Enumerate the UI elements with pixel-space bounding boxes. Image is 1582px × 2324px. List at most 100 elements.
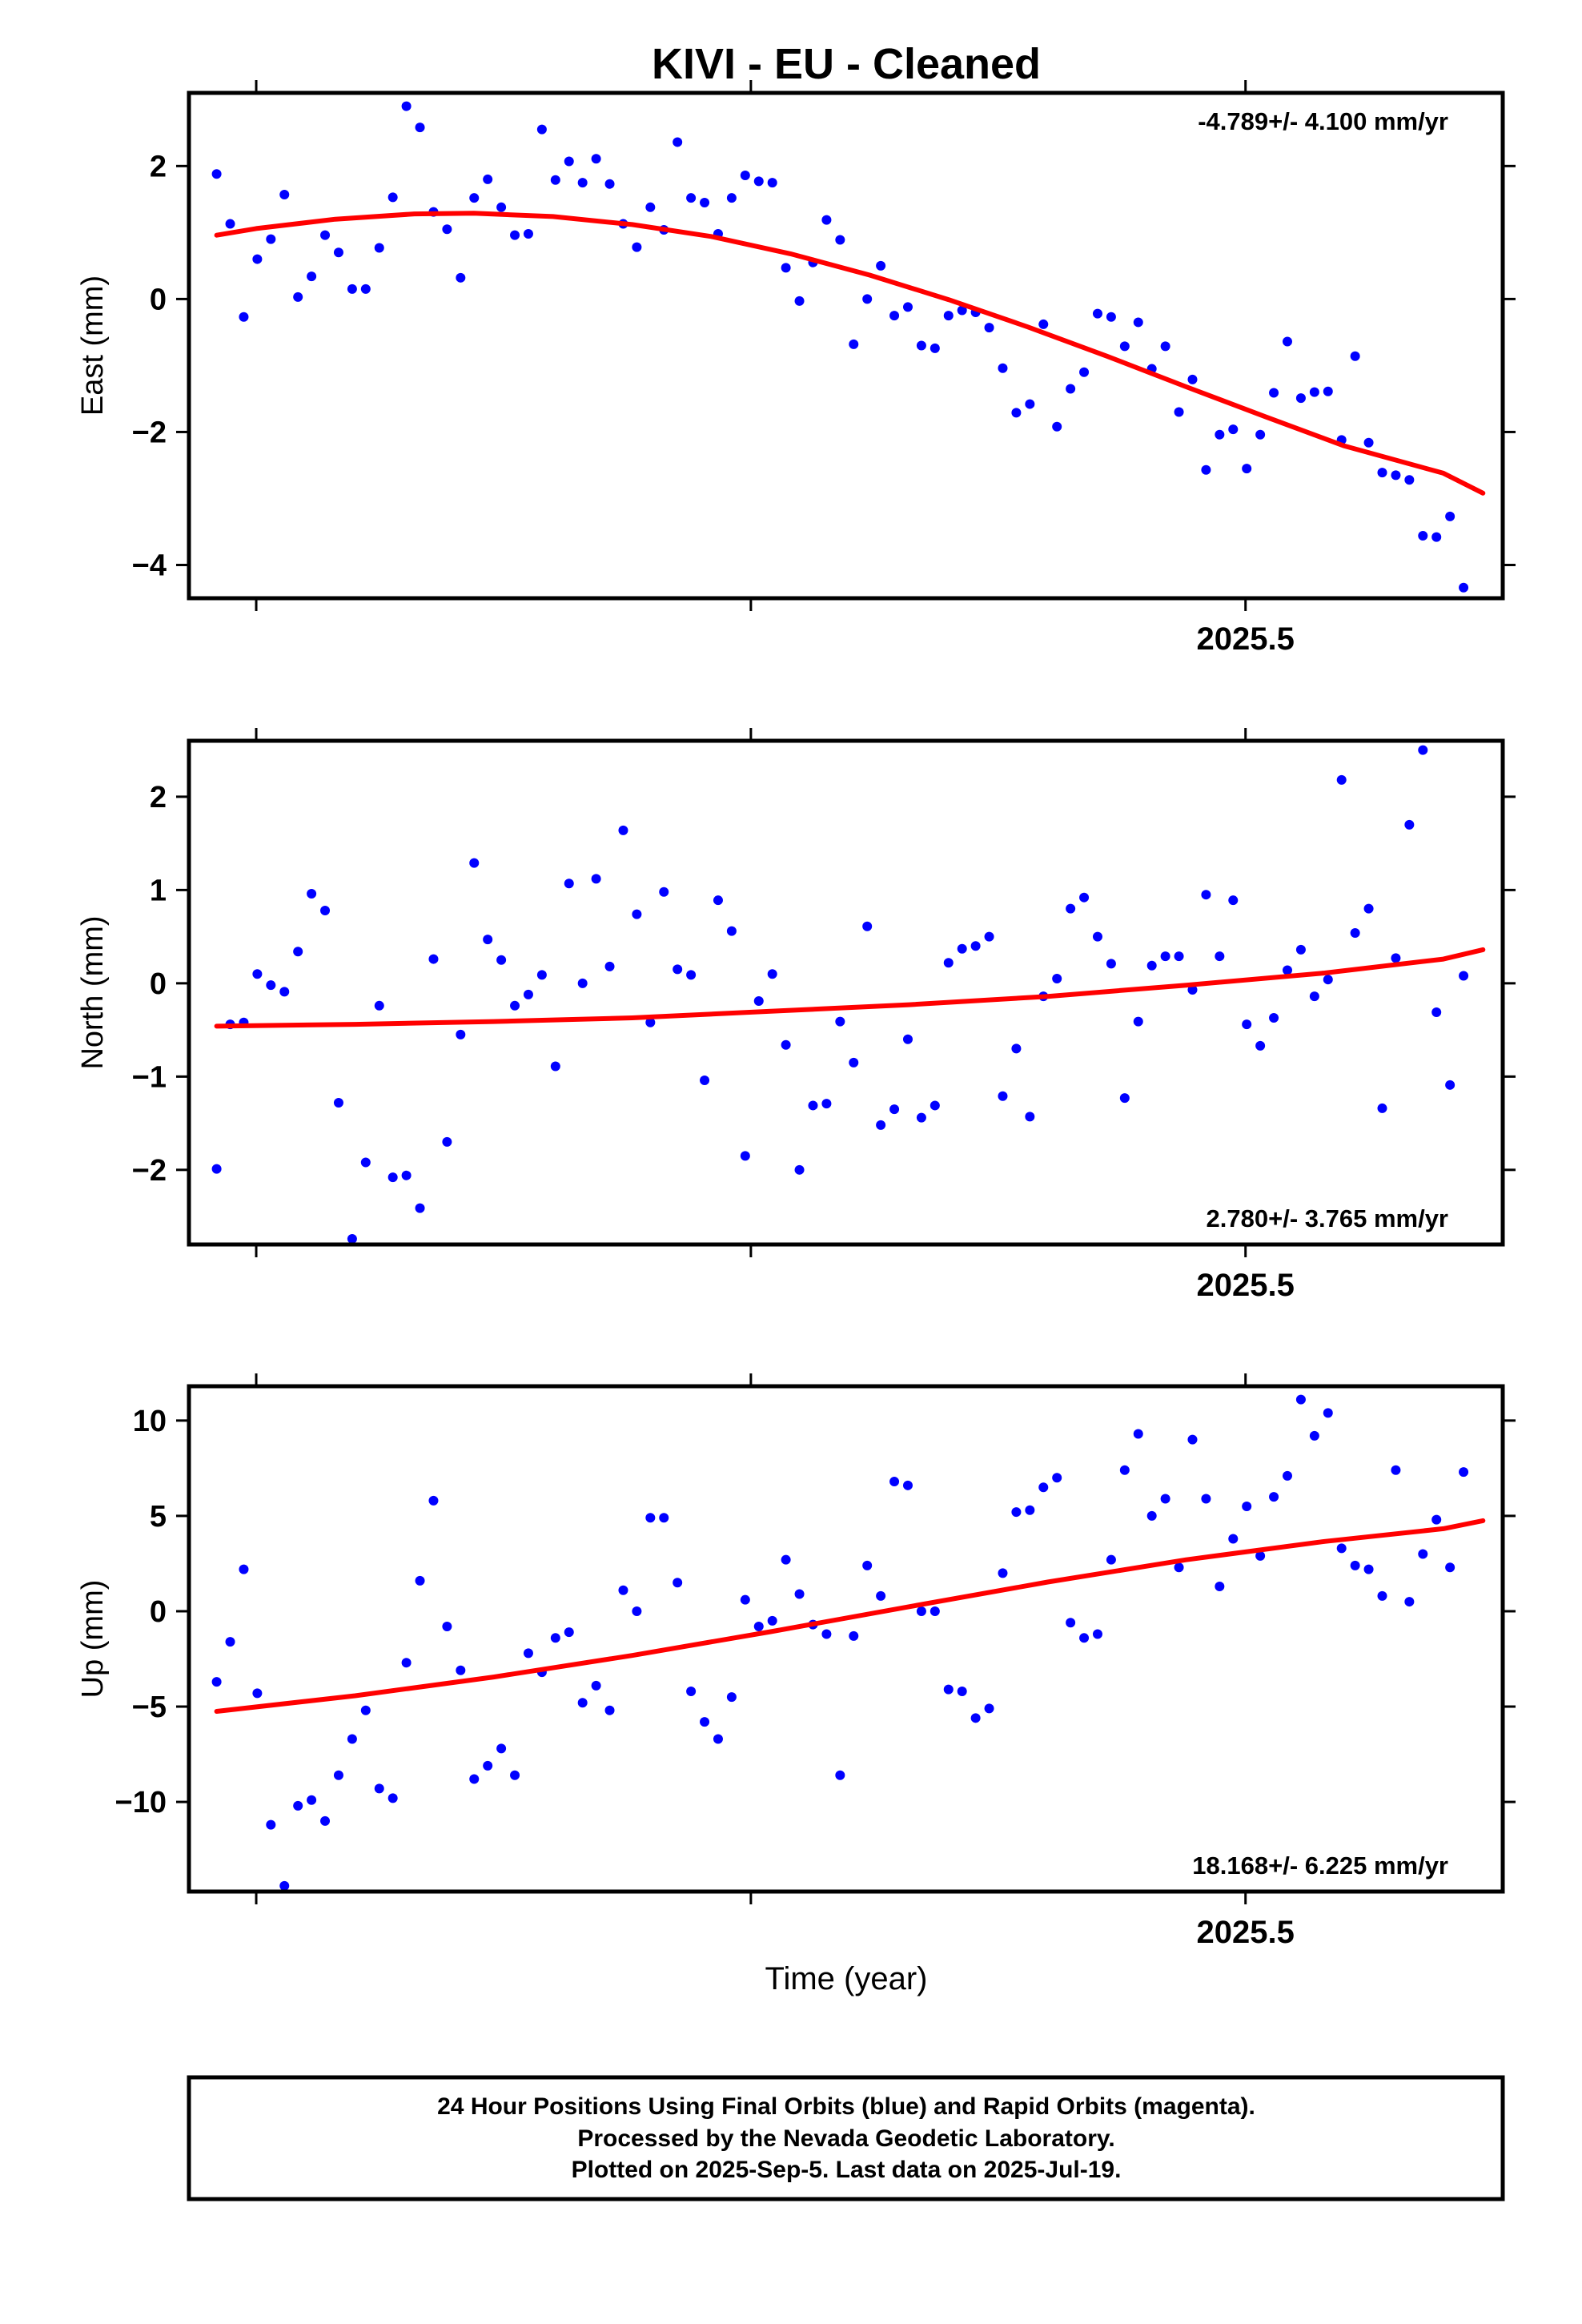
north-data-point — [347, 1234, 357, 1244]
up-data-point — [1350, 1560, 1360, 1570]
north-data-point — [1079, 892, 1090, 903]
up-plot-frame — [187, 1384, 1505, 1894]
east-data-point — [347, 283, 357, 294]
up-data-point — [862, 1560, 873, 1570]
east-data-point — [1242, 464, 1252, 474]
up-data-point — [889, 1477, 900, 1487]
north-data-point — [645, 1017, 656, 1027]
north-data-point — [456, 1029, 466, 1039]
up-data-point — [1377, 1590, 1387, 1601]
up-data-point — [781, 1554, 791, 1565]
north-data-point — [1092, 931, 1102, 942]
east-data-point — [239, 312, 249, 322]
east-data-point — [1174, 407, 1184, 417]
north-data-point — [252, 969, 263, 979]
up-data-point — [483, 1760, 493, 1771]
east-data-point — [1363, 437, 1374, 448]
east-data-point — [862, 294, 873, 304]
up-data-point — [550, 1633, 560, 1643]
up-data-point — [673, 1578, 683, 1588]
east-data-point — [550, 175, 560, 185]
east-data-point — [456, 272, 466, 283]
north-data-point — [415, 1203, 425, 1213]
east-data-point — [1459, 582, 1469, 593]
east-data-point — [577, 178, 588, 188]
up-data-point — [1215, 1582, 1225, 1592]
up-data-point — [835, 1770, 845, 1780]
east-data-point — [794, 296, 805, 306]
east-plot-frame — [187, 90, 1505, 601]
north-data-point — [1146, 960, 1157, 971]
north-data-point — [1133, 1016, 1143, 1027]
up-data-point — [659, 1513, 669, 1523]
up-data-point — [1431, 1514, 1442, 1525]
up-data-point — [360, 1705, 371, 1715]
up-y-axis-label: Up (mm) — [76, 1580, 110, 1699]
up-data-point — [415, 1575, 425, 1586]
north-data-point — [1404, 819, 1415, 830]
up-data-point — [849, 1630, 859, 1641]
east-data-point — [700, 197, 710, 207]
up-data-point — [902, 1480, 913, 1490]
footer-frame — [187, 2075, 1505, 2201]
east-data-point — [1350, 351, 1360, 361]
east-data-point — [1106, 312, 1116, 322]
north-data-point — [930, 1100, 940, 1111]
up-data-point — [428, 1495, 439, 1506]
up-data-point — [320, 1815, 331, 1826]
up-data-point — [821, 1629, 832, 1639]
north-data-point — [984, 931, 994, 942]
east-data-point — [1418, 530, 1428, 541]
east-data-point — [496, 202, 507, 212]
up-data-point — [442, 1622, 452, 1632]
north-data-point — [387, 1172, 398, 1183]
east-data-point — [1445, 511, 1456, 521]
north-data-point — [333, 1097, 343, 1108]
east-data-point — [293, 292, 303, 302]
east-data-point — [1309, 387, 1319, 397]
north-data-point — [1066, 903, 1076, 914]
up-data-point — [266, 1819, 276, 1830]
up-data-point — [1269, 1492, 1279, 1502]
north-data-point — [835, 1016, 845, 1027]
north-data-point — [1255, 1040, 1266, 1051]
up-data-point — [1255, 1550, 1266, 1561]
up-data-point — [740, 1594, 750, 1605]
footer-line-3: Plotted on 2025-Sep-5. Last data on 2025… — [572, 2157, 1122, 2183]
east-data-point — [1228, 424, 1239, 435]
north-ytick-label: 0 — [150, 967, 167, 1001]
footer-line-1: 24 Hour Positions Using Final Orbits (bl… — [437, 2093, 1255, 2120]
east-data-point — [510, 230, 520, 240]
east-data-point — [686, 193, 697, 203]
east-data-point — [374, 243, 384, 253]
north-data-point — [536, 970, 547, 980]
north-data-point — [794, 1164, 805, 1175]
north-data-point — [808, 1100, 818, 1111]
east-data-point — [1119, 341, 1130, 352]
up-xtick-label: 2025.5 — [1197, 1915, 1295, 1950]
up-data-point — [1146, 1510, 1157, 1521]
east-data-point — [740, 170, 750, 180]
up-data-point — [1295, 1394, 1306, 1405]
east-ytick-label: −4 — [132, 549, 167, 582]
north-data-point — [1269, 1012, 1279, 1023]
up-data-point — [1201, 1494, 1211, 1504]
up-data-point — [632, 1606, 642, 1616]
up-data-point — [645, 1513, 656, 1523]
north-data-point — [564, 879, 574, 889]
north-data-point — [293, 947, 303, 957]
north-data-point — [1228, 895, 1239, 906]
north-ytick-label: 1 — [150, 874, 167, 907]
north-data-point — [1445, 1080, 1456, 1090]
east-data-point — [998, 363, 1008, 373]
up-data-point — [523, 1648, 533, 1659]
north-xtick-label: 2025.5 — [1197, 1268, 1295, 1303]
east-data-point — [726, 193, 737, 203]
north-data-point — [1377, 1103, 1387, 1113]
east-y-axis-label: East (mm) — [76, 275, 110, 416]
east-xtick-label: 2025.5 — [1197, 621, 1295, 657]
east-data-point — [781, 263, 791, 273]
north-data-point — [862, 921, 873, 931]
up-data-point — [686, 1686, 697, 1696]
east-data-point — [483, 174, 493, 184]
